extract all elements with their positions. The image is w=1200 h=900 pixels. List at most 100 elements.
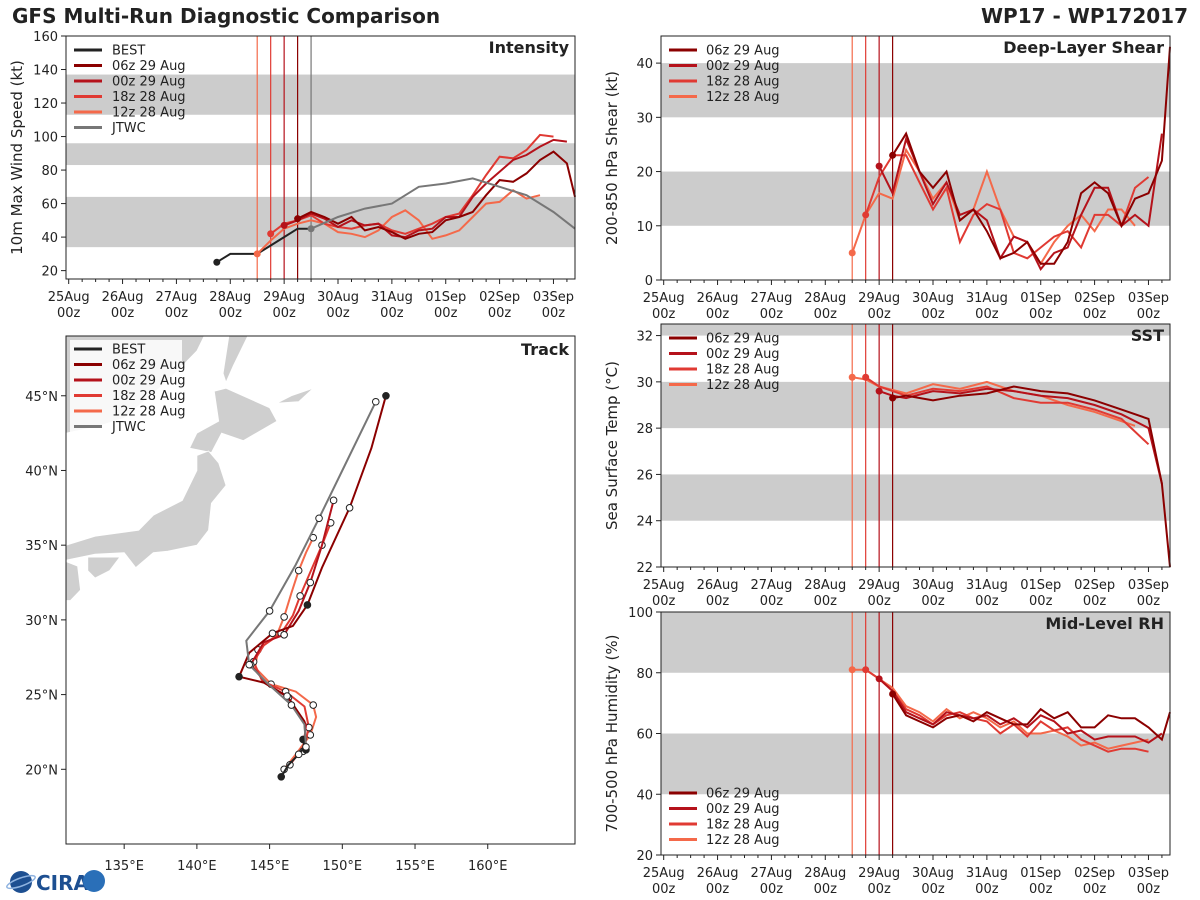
sst-panel: 22242628303225Aug00z26Aug00z27Aug00z28Au…: [603, 323, 1171, 609]
shear-panel: 01020304025Aug00z26Aug00z27Aug00z28Aug00…: [603, 35, 1171, 322]
rh-xtick-date: 03Sep: [1128, 866, 1169, 881]
rh-series-line: [865, 668, 1149, 753]
sst-xtick-hour: 00z: [760, 594, 784, 609]
shear-series-line: [851, 147, 1136, 266]
rh-ytick-label: 40: [636, 788, 653, 803]
sst-series-line: [878, 387, 1163, 484]
track-point: [345, 504, 354, 512]
sst-ylabel: Sea Surface Temp (°C): [603, 361, 621, 530]
sst-series-line: [892, 385, 1171, 568]
intensity-xtick-date: 28Aug: [209, 290, 251, 305]
track-ytick-label: 30°N: [25, 614, 58, 629]
track-point: [302, 743, 310, 751]
sst-xtick-hour: 00z: [652, 594, 676, 609]
rh-series-line: [878, 678, 1163, 744]
shear-xtick-hour: 00z: [975, 307, 999, 322]
intensity-legend-label: 00z 29 Aug: [112, 75, 186, 90]
intensity-xtick-hour: 00z: [219, 306, 243, 321]
track-panel: 135°E 140°E 145°E 150°E 155°E 160°E 20°N 25°N 30…: [25, 335, 576, 874]
track-legend-label: 18z 28 Aug: [112, 389, 186, 404]
intensity-band: [66, 74, 575, 115]
rh-xtick-hour: 00z: [706, 882, 730, 897]
sst-series-start-point: [862, 373, 870, 381]
intensity-xtick-hour: 00z: [272, 306, 296, 321]
track-ytick-label: 45°N: [25, 390, 58, 405]
intensity-xtick-hour: 00z: [111, 306, 135, 321]
track-point: [306, 578, 315, 587]
track-point: [382, 391, 390, 400]
shear-series-start-point: [875, 162, 883, 170]
intensity-legend-label: 18z 28 Aug: [112, 90, 186, 105]
intensity-ytick-label: 140: [33, 64, 58, 79]
land-polygon: [66, 450, 227, 569]
intensity-series-start-point: [267, 230, 275, 238]
track-point: [268, 629, 277, 638]
shear-ytick-label: 30: [636, 111, 653, 126]
shear-xtick-hour: 00z: [867, 307, 891, 322]
track-legend-label: JTWC: [111, 420, 146, 435]
rh-band: [661, 733, 1170, 795]
sst-xtick-hour: 00z: [1137, 594, 1161, 609]
shear-frame: [660, 35, 1171, 281]
sst-frame: [660, 323, 1171, 568]
shear-legend-label: 18z 28 Aug: [706, 75, 780, 90]
rh-xtick-hour: 00z: [921, 882, 945, 897]
intensity-ytick-label: 120: [33, 97, 58, 112]
sst-legend-label: 12z 28 Aug: [706, 378, 780, 393]
intensity-xtick-date: 30Aug: [317, 290, 359, 305]
track-title: Track: [521, 340, 569, 359]
sst-legend-label: 18z 28 Aug: [706, 363, 780, 378]
rh-ytick-label: 80: [636, 667, 653, 682]
rh-ytick-label: 20: [636, 849, 653, 864]
intensity-series-start-point: [280, 221, 288, 229]
shear-xtick-hour: 00z: [706, 307, 730, 322]
shear-series-line: [878, 133, 1163, 272]
sst-ytick-label: 28: [636, 422, 653, 437]
sst-series-start-point: [889, 394, 897, 402]
intensity-series-start-point: [253, 250, 261, 258]
sst-xtick-date: 29Aug: [858, 578, 900, 593]
rh-title: Mid-Level RH: [1045, 614, 1164, 633]
rh-xtick-hour: 00z: [1137, 882, 1161, 897]
sst-xtick-date: 28Aug: [804, 578, 846, 593]
sst-legend-label: 06z 29 Aug: [706, 332, 780, 347]
sst-band: [661, 324, 1170, 336]
sst-xtick-hour: 00z: [706, 594, 730, 609]
rh-xtick-date: 30Aug: [912, 866, 954, 881]
intensity-xtick-hour: 00z: [488, 306, 512, 321]
track-point: [287, 701, 296, 709]
sst-band: [661, 474, 1170, 521]
rh-xtick-date: 27Aug: [750, 866, 792, 881]
track-point: [277, 772, 286, 781]
intensity-series-line: [216, 227, 312, 264]
track-point: [315, 514, 323, 523]
sst-xtick-hour: 00z: [921, 594, 945, 609]
shear-series-start-point: [862, 211, 870, 219]
track-point: [303, 601, 312, 609]
shear-xtick-date: 31Aug: [966, 291, 1008, 306]
track-point: [371, 397, 380, 406]
intensity-frame: [65, 35, 576, 280]
track-ytick-label: 25°N: [25, 689, 58, 704]
rh-xtick-hour: 00z: [652, 882, 676, 897]
shear-ytick-label: 20: [636, 166, 653, 181]
rh-xtick-hour: 00z: [1029, 882, 1053, 897]
shear-xtick-hour: 00z: [921, 307, 945, 322]
shear-band: [661, 63, 1170, 118]
shear-ytick-label: 40: [636, 57, 653, 72]
shear-xtick-hour: 00z: [652, 307, 676, 322]
rh-series-start-point: [848, 666, 856, 674]
intensity-title: Intensity: [489, 38, 570, 57]
sst-xtick-hour: 00z: [867, 594, 891, 609]
track-point: [294, 750, 303, 759]
land-polygon: [276, 387, 314, 404]
rh-xtick-date: 26Aug: [697, 866, 739, 881]
sst-legend-label: 00z 29 Aug: [706, 347, 780, 362]
rh-legend-label: 00z 29 Aug: [706, 802, 780, 817]
shear-title: Deep-Layer Shear: [1003, 38, 1164, 57]
sst-xtick-date: 26Aug: [697, 578, 739, 593]
shear-xtick-hour: 00z: [1083, 307, 1107, 322]
intensity-ytick-label: 20: [41, 265, 58, 280]
land-polygon: [189, 387, 278, 453]
